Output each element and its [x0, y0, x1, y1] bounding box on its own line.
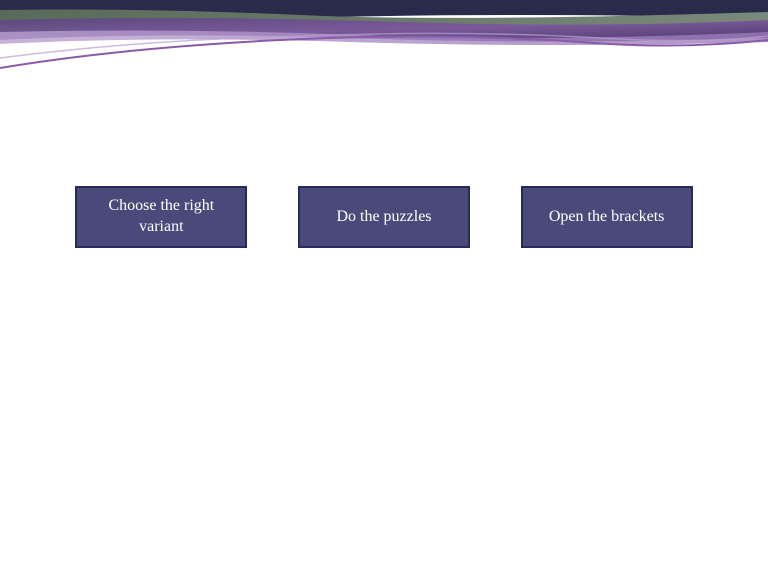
do-puzzles-button[interactable]: Do the puzzles: [298, 186, 470, 248]
choose-variant-button[interactable]: Choose the right variant: [75, 186, 247, 248]
options-row: Choose the right variant Do the puzzles …: [0, 186, 768, 248]
open-brackets-button[interactable]: Open the brackets: [521, 186, 693, 248]
button-label: Do the puzzles: [336, 207, 431, 228]
button-label: Open the brackets: [549, 207, 665, 228]
decorative-wave-header: [0, 0, 768, 120]
button-label: Choose the right variant: [87, 196, 235, 238]
wave-svg: [0, 0, 768, 120]
